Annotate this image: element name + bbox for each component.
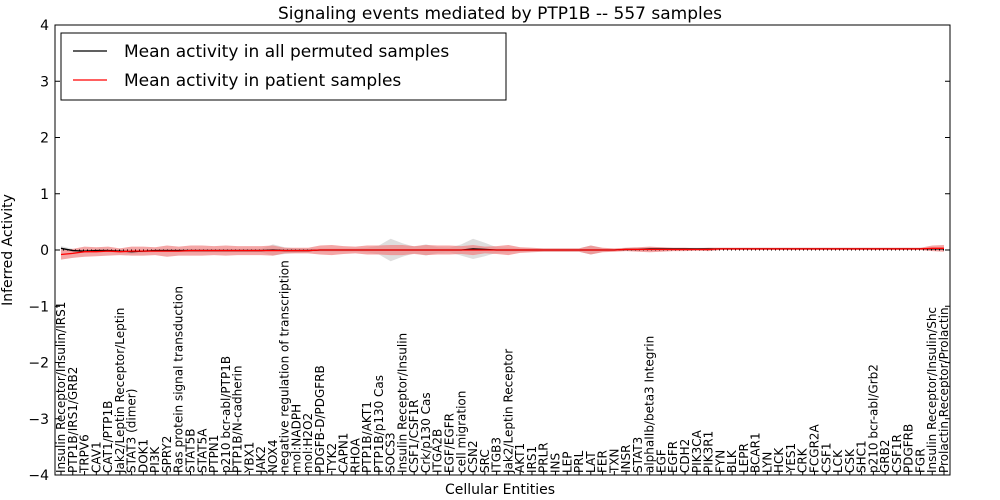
x-tick-label: PRLR [537,442,551,473]
x-tick-label: Jak2/Leptin Receptor/Leptin [113,308,127,474]
y-tick-label: −4 [28,468,49,484]
x-tick-label: TXN [607,448,621,474]
x-tick-label: Prolactin Receptor/Prolactin [937,307,951,473]
x-tick-label: DOK1 [136,439,150,473]
x-tick-label: p210 bcr-abl/Grb2 [866,364,880,473]
x-tick-label: CAV1 [89,441,103,473]
x-tick-label: Crk/p130 Cas [419,392,433,473]
x-tick-label: CAPN1 [337,433,351,473]
x-tick-label: PDGFRB [902,424,916,473]
x-tick-label: SRC [478,449,492,473]
x-tick-label: LEPR [737,443,751,473]
x-tick-label: EGFR [666,441,680,473]
x-tick-label: TYK2 [325,443,339,474]
band-patient [61,244,944,260]
x-tick-label: HCK [772,447,786,473]
x-tick-label: BLK [725,449,739,473]
y-tick-label: −2 [28,356,49,372]
x-tick-label: mol:H2O2 [301,413,315,473]
y-tick-label: −1 [28,299,49,315]
legend-label-patient: Mean activity in patient samples [124,71,401,91]
x-tick-label: PDGFB-D/PDGFRB [313,365,327,473]
legend-label-permuted: Mean activity in all permuted samples [124,42,449,62]
x-tick-label: TRPV6 [78,434,92,474]
x-tick-label: CSN2 [466,440,480,473]
y-axis: −4 −3 −2 −1 0 1 2 3 4 [28,18,950,484]
x-tick-label: PTP1B/IRS1/GRB2 [66,367,80,473]
x-tick-label: Insulin Receptor/Insulin/IRS1 [54,302,68,473]
x-tick-label: RHOA [348,437,362,473]
x-tick-label: PTP1B/N-cadherin [231,366,245,473]
x-tick-label: Insulin Receptor/Insulin [395,333,409,473]
x-tick-label: STAT3 (dimer) [125,389,139,473]
x-tick-label: alphaIIb/beta3 Integrin [643,336,657,473]
x-tick-label: YBX1 [242,442,256,474]
x-tick-label: NOX4 [266,439,280,473]
x-tick-label: negative regulation of transcription [278,260,292,473]
x-tick-label: FCGR2A [807,423,821,473]
x-tick-label: p210 bcr-abl/PTP1B [219,356,233,473]
x-tick-label: SHC1 [855,440,869,473]
x-tick-label: Jak2/Leptin Receptor [501,349,515,474]
x-tick-label: GRB2 [878,439,892,473]
x-tick-label: PIK3R1 [702,431,716,473]
x-tick-label: CRK [796,447,810,473]
x-tick-label: SOCS3 [384,432,398,473]
x-tick-label: Ras protein signal transduction [172,286,186,473]
x-tick-label: STAT5B [184,429,198,474]
x-tick-label: LEP [560,451,574,473]
x-tick-label: EGF/EGFR [443,413,457,473]
x-tick-label: INS [548,453,562,473]
series-line-patient [60,247,944,256]
y-tick-label: 0 [40,243,49,259]
x-tick-label: FGR [913,448,927,473]
x-tick-label: CDH2 [678,439,692,473]
x-tick-label: IRS1 [525,446,539,473]
x-tick-label: SPRY2 [160,436,174,473]
x-tick-label: CSF1 [819,442,833,473]
x-tick-label: LYN [760,452,774,473]
legend: Mean activity in all permuted samples Me… [60,32,507,101]
y-tick-label: −3 [28,412,49,428]
x-tick-label: ITGA2B [431,429,445,473]
x-tick-label: JAK2 [254,446,268,474]
x-tick-label: mol:NADPH [289,404,303,473]
x-tick-label: PTPN1 [207,435,221,473]
x-tick-label: BCAR1 [749,432,763,473]
x-tick-label: CSF1/CSF1R [407,400,421,473]
x-axis-label: Cellular Entities [445,482,555,498]
x-tick-label: CSK [843,448,857,473]
x-tick-label: Insulin Receptor/Insulin/Shc [925,307,939,473]
x-tick-label: CSF1R [890,434,904,473]
x-axis: Insulin Receptor/Insulin/IRS1PTP1B/IRS1/… [54,260,951,475]
x-tick-label: STAT5A [195,428,209,473]
y-axis-label: Inferred Activity [0,194,16,306]
x-tick-label: LAT [584,451,598,473]
x-tick-label: CAT1/PTP1B [101,401,115,473]
x-tick-label: YES1 [784,443,798,474]
y-tick-label: 1 [40,187,49,203]
x-tick-label: PI3K [148,446,162,473]
x-tick-label: INSR [619,445,633,473]
x-tick-label: PRL [572,450,586,473]
x-tick-label: ITGB3 [490,437,504,473]
legend-box [60,32,507,101]
series-lines [60,247,944,256]
x-tick-label: FER [596,450,610,473]
x-tick-label: LCK [831,449,845,473]
x-tick-label: STAT3 [631,437,645,473]
x-tick-label: AKT1 [513,443,527,473]
x-tick-label: cell migration [454,391,468,473]
chart-title: Signaling events mediated by PTP1B -- 55… [278,4,722,24]
x-tick-label: PTP1B/AKT1 [360,401,374,473]
x-tick-label: EGF [654,449,668,473]
x-tick-label: PIK3CA [690,429,704,473]
y-tick-label: 3 [40,74,49,90]
x-tick-label: FYN [713,450,727,473]
x-tick-label: PTP1B/p130 Cas [372,375,386,473]
y-tick-label: 4 [40,18,49,34]
y-tick-label: 2 [40,131,49,147]
